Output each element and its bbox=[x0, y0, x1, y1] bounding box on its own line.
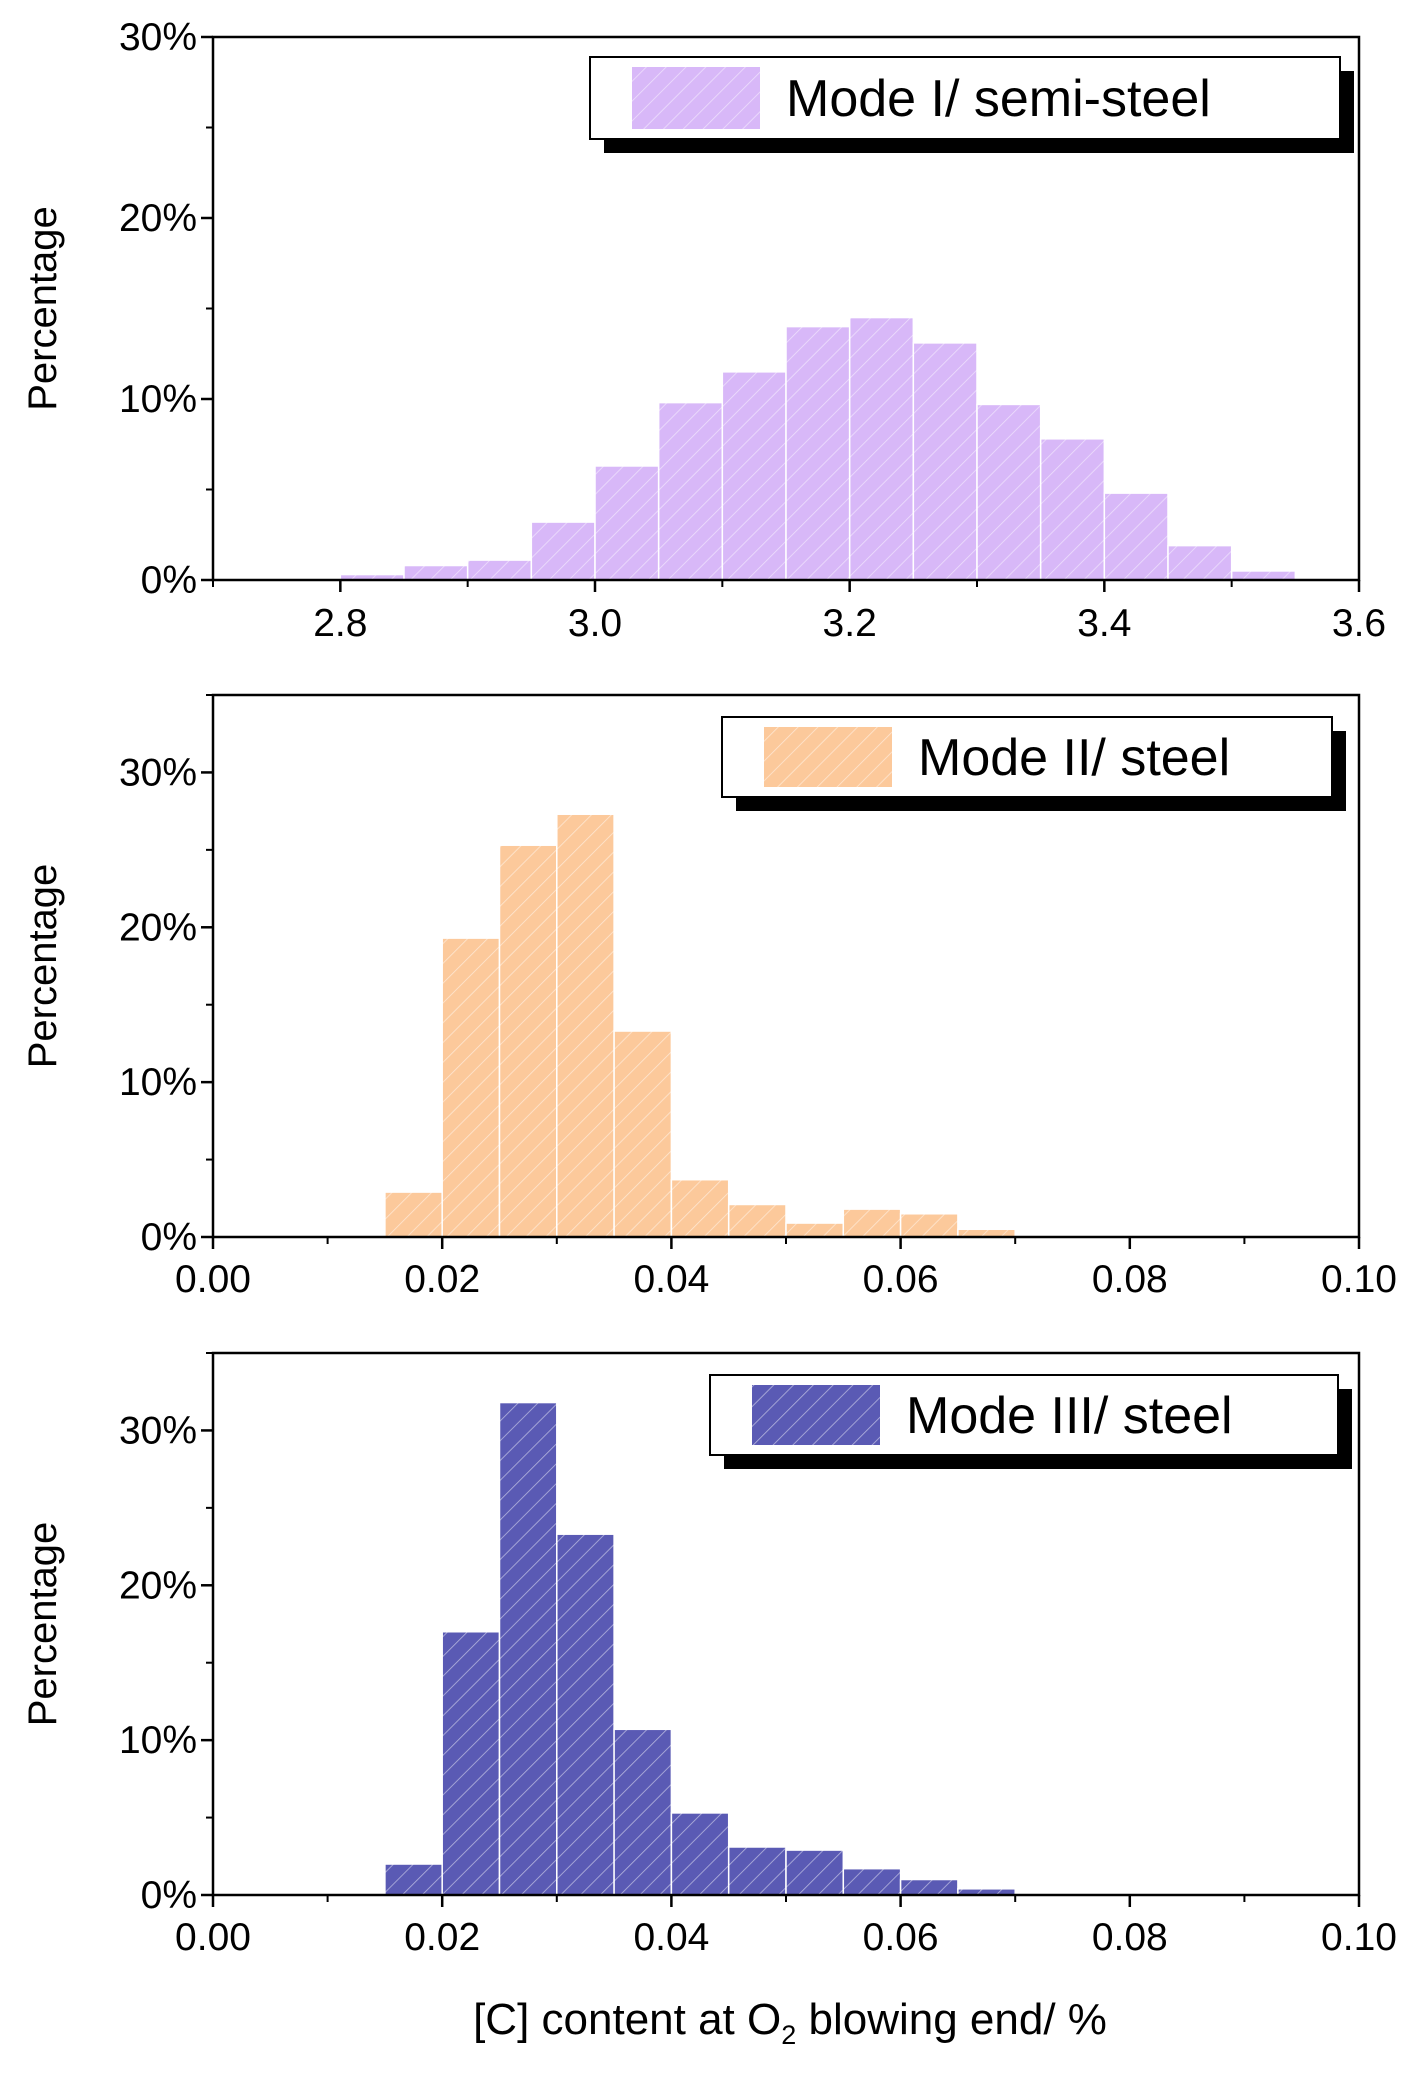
histogram-bar bbox=[594, 465, 660, 581]
x-tick-label: 3.6 bbox=[1332, 602, 1386, 645]
x-tick-label: 0.02 bbox=[404, 1916, 480, 1959]
x-axis-label-end: blowing end/ % bbox=[796, 1995, 1107, 2044]
legend-swatch bbox=[764, 727, 892, 787]
chart-panel-3: 0.00 0.02 0.04 0.06 0.08 0.10 0% 10% 20% 30% Perce… bbox=[21, 1351, 1397, 1959]
y-tick-label: 10% bbox=[119, 1719, 197, 1762]
histogram-bar bbox=[1103, 492, 1169, 581]
histogram-bar bbox=[848, 316, 915, 581]
histogram-bar bbox=[498, 1401, 558, 1896]
y-tick-label: 30% bbox=[119, 1409, 197, 1452]
histogram-bar bbox=[721, 371, 787, 581]
x-tick-label: 3.2 bbox=[823, 602, 877, 645]
histogram-bar bbox=[727, 1203, 787, 1238]
histogram-bar bbox=[384, 1191, 443, 1238]
x-tick-label: 0.00 bbox=[175, 1258, 251, 1301]
y-tick-label: 0% bbox=[141, 1874, 197, 1917]
x-tick-label: 0.10 bbox=[1321, 1916, 1397, 1959]
x-axis-label-subscript: 2 bbox=[781, 2020, 796, 2050]
y-tick-label: 20% bbox=[119, 906, 197, 949]
histogram-bar bbox=[785, 325, 851, 581]
x-tick-label: 3.0 bbox=[568, 602, 622, 645]
histogram-bar bbox=[842, 1867, 902, 1896]
x-tick-label: 0.02 bbox=[404, 1258, 480, 1301]
y-tick-label: 10% bbox=[119, 1061, 197, 1104]
legend-label: Mode III/ steel bbox=[906, 1387, 1233, 1445]
histogram-bar bbox=[670, 1178, 730, 1238]
histogram-bar bbox=[556, 1533, 615, 1896]
histogram-bar bbox=[498, 844, 558, 1238]
x-tick-label: 0.08 bbox=[1092, 1916, 1168, 1959]
histogram-bar bbox=[441, 937, 501, 1238]
x-tick-label: 0.04 bbox=[633, 1258, 709, 1301]
x-axis-label: [C] content at O2 blowing end/ % bbox=[473, 1995, 1107, 2050]
histogram-bar bbox=[842, 1208, 902, 1238]
y-tick-label: 30% bbox=[119, 751, 197, 794]
x-tick-label: 0.08 bbox=[1092, 1258, 1168, 1301]
legend-swatch bbox=[752, 1385, 880, 1445]
y-tick-label: 10% bbox=[119, 378, 197, 421]
histogram-bar bbox=[384, 1863, 443, 1896]
x-tick-label: 0.00 bbox=[175, 1916, 251, 1959]
histogram-bar bbox=[441, 1630, 501, 1896]
histogram-bar bbox=[1167, 544, 1233, 581]
y-tick-label: 0% bbox=[141, 1216, 197, 1259]
histogram-bar bbox=[785, 1222, 845, 1238]
histogram-bar bbox=[1230, 570, 1297, 581]
y-tick-label: 0% bbox=[141, 559, 197, 602]
histogram-bar bbox=[1039, 438, 1106, 581]
histogram-bar bbox=[613, 1728, 673, 1896]
y-tick-label: 20% bbox=[119, 197, 197, 240]
histogram-bar bbox=[727, 1846, 787, 1896]
legend-label: Mode II/ steel bbox=[918, 729, 1230, 787]
histogram-bar bbox=[899, 1213, 959, 1238]
histogram-bar bbox=[657, 401, 724, 581]
y-axis-label: Percentage bbox=[21, 206, 65, 411]
histogram-bar bbox=[899, 1878, 959, 1896]
legend-swatch bbox=[632, 67, 760, 129]
histogram-bar bbox=[613, 1030, 673, 1238]
x-tick-label: 3.4 bbox=[1077, 602, 1131, 645]
histogram-bar bbox=[403, 564, 469, 581]
x-tick-label: 0.06 bbox=[863, 1258, 939, 1301]
x-tick-label: 0.04 bbox=[633, 1916, 709, 1959]
legend-label: Mode I/ semi-steel bbox=[786, 70, 1211, 128]
x-tick-label: 0.06 bbox=[863, 1916, 939, 1959]
histogram-bar bbox=[530, 521, 596, 581]
y-tick-label: 20% bbox=[119, 1564, 197, 1607]
y-tick-label: 30% bbox=[119, 16, 197, 59]
chart-panel-2: 0.00 0.02 0.04 0.06 0.08 0.10 0% 10% 20% 30% Perce… bbox=[21, 693, 1397, 1301]
x-axis-label-main: [C] content at O bbox=[473, 1995, 781, 2044]
chart-panel-1: 2.8 3.0 3.2 3.4 3.6 0% 10% 20% 30% Percentage Mode… bbox=[21, 16, 1386, 645]
y-axis-label: Percentage bbox=[21, 864, 65, 1069]
histogram-bar bbox=[976, 403, 1042, 581]
histogram-bar bbox=[466, 559, 533, 581]
y-axis-label: Percentage bbox=[21, 1522, 65, 1727]
histogram-bar bbox=[912, 342, 978, 581]
histogram-bar bbox=[785, 1849, 845, 1896]
histogram-bar bbox=[556, 813, 615, 1238]
histogram-bar bbox=[670, 1812, 730, 1896]
x-tick-label: 2.8 bbox=[313, 602, 367, 645]
x-tick-label: 0.10 bbox=[1321, 1258, 1397, 1301]
